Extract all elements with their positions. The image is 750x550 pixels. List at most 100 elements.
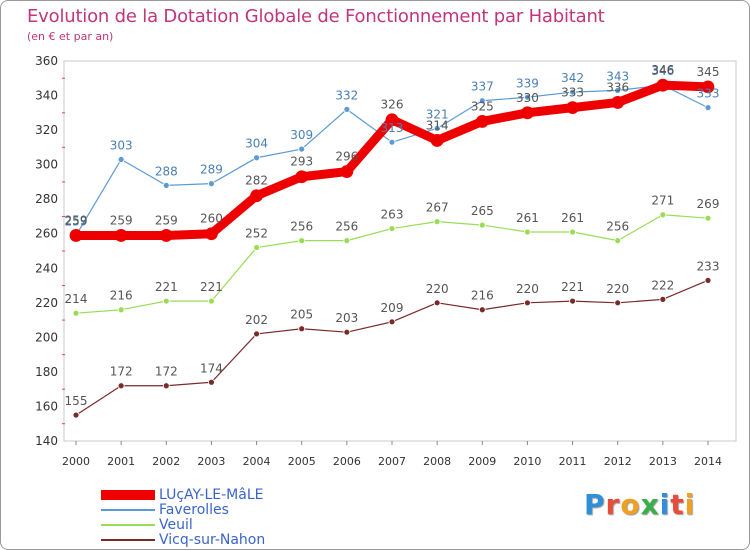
y-tick-label: 140 (35, 434, 58, 448)
data-point (430, 134, 444, 147)
x-tick-label: 2009 (468, 455, 496, 468)
x-tick-label: 2000 (62, 455, 90, 468)
data-point (524, 228, 531, 236)
data-label: 336 (606, 80, 629, 94)
data-label: 261 (561, 211, 584, 225)
data-point (521, 106, 534, 120)
data-point (298, 237, 306, 245)
y-tick-label: 260 (35, 227, 58, 241)
data-label: 174 (200, 361, 223, 375)
data-point (478, 306, 486, 314)
data-point (433, 299, 441, 307)
data-label: 256 (606, 220, 629, 234)
data-point (253, 330, 260, 338)
data-point (433, 124, 441, 132)
data-label: 304 (245, 137, 268, 151)
data-point (614, 86, 622, 94)
data-label: 325 (471, 99, 494, 113)
data-label: 288 (155, 164, 178, 178)
data-label: 293 (290, 155, 313, 169)
data-label: 220 (426, 282, 449, 296)
data-point (659, 295, 667, 303)
y-tick-label: 240 (35, 261, 58, 275)
data-label: 271 (651, 194, 674, 208)
data-label: 259 (155, 213, 178, 227)
data-label: 221 (561, 280, 584, 294)
data-label: 221 (155, 280, 178, 294)
data-point (208, 297, 215, 305)
data-label: 256 (290, 220, 313, 234)
x-tick-label: 2008 (423, 455, 451, 468)
data-label: 214 (65, 292, 88, 306)
data-point (295, 170, 309, 184)
data-label: 259 (65, 214, 88, 228)
data-label: 155 (65, 394, 88, 408)
data-label: 313 (381, 121, 404, 135)
data-label: 261 (516, 211, 539, 225)
data-label: 326 (381, 98, 404, 112)
x-tick-label: 2007 (378, 455, 406, 468)
y-tick-label: 340 (35, 89, 58, 103)
data-label: 209 (381, 301, 404, 315)
x-tick-label: 2012 (604, 455, 632, 468)
legend-label: Vicq-sur-Nahon (159, 532, 266, 548)
data-label: 321 (426, 107, 449, 121)
data-label: 220 (516, 282, 539, 296)
data-label: 345 (697, 65, 720, 79)
data-point (569, 88, 576, 96)
data-label: 172 (155, 365, 178, 379)
chart-title: Evolution de la Dotation Globale de Fonc… (27, 6, 605, 27)
legend-item: LUçAY-LE-MâLE (101, 487, 263, 503)
y-tick-label: 200 (35, 330, 58, 344)
data-point (159, 229, 173, 242)
data-point (611, 96, 625, 109)
y-tick-label: 300 (35, 158, 58, 172)
data-label: 346 (651, 63, 674, 77)
legend-swatch (101, 490, 155, 500)
data-point (704, 104, 712, 112)
data-point (298, 325, 306, 333)
data-label: 267 (426, 201, 449, 215)
x-tick-label: 2014 (694, 455, 722, 468)
data-point (340, 165, 354, 178)
legend-item: Veuil (101, 517, 193, 533)
data-point (343, 105, 351, 113)
data-point (162, 181, 170, 189)
data-point (69, 229, 83, 242)
legend-swatch (101, 509, 155, 511)
data-point (614, 237, 622, 245)
data-label: 269 (697, 197, 720, 211)
data-point (569, 228, 576, 236)
legend-item: Faverolles (101, 502, 229, 518)
data-label: 303 (110, 138, 133, 152)
x-tick-label: 2002 (152, 455, 180, 468)
data-label: 342 (561, 71, 584, 85)
data-point (162, 297, 170, 305)
y-tick-label: 180 (35, 365, 58, 379)
data-point (478, 97, 486, 105)
x-tick-label: 2013 (649, 455, 677, 468)
data-point (704, 214, 712, 222)
data-point (117, 382, 125, 390)
legend-swatch (101, 524, 155, 526)
data-point (385, 113, 399, 127)
data-point (117, 306, 125, 314)
data-point (208, 180, 215, 188)
data-point (475, 115, 489, 128)
data-point (388, 318, 396, 326)
x-tick-label: 2003 (197, 455, 225, 468)
data-label: 233 (697, 259, 720, 273)
data-label: 260 (200, 212, 223, 226)
y-tick-label: 280 (35, 192, 58, 206)
x-tick-label: 2010 (513, 455, 541, 468)
data-label: 309 (290, 128, 313, 142)
legend-label: Veuil (159, 517, 193, 533)
y-tick-label: 220 (35, 296, 58, 310)
y-tick-label: 160 (35, 399, 58, 413)
data-point (72, 411, 80, 419)
data-label: 330 (516, 91, 539, 105)
data-label: 222 (651, 278, 674, 292)
data-label: 265 (471, 204, 494, 218)
